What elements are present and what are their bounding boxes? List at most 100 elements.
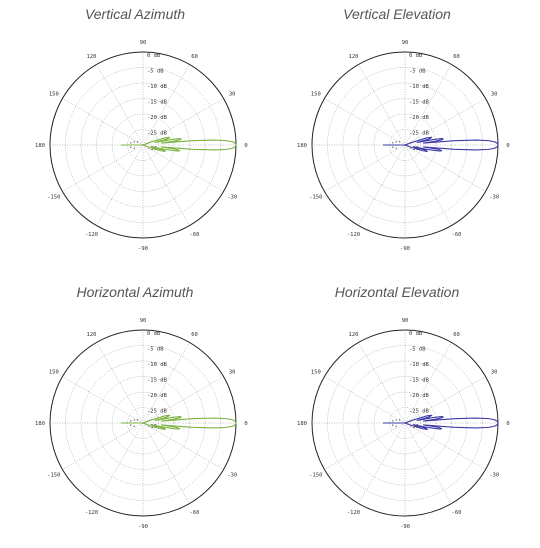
polar-chart: 0 dB -5 dB -10 dB -15 dB -20 dB -25 dB -30 90 60… — [297, 318, 510, 530]
angle-label: 120 — [87, 332, 97, 338]
grid-ring — [96, 376, 190, 470]
ring-label: 0 dB — [409, 331, 423, 337]
grid-spoke — [324, 98, 406, 146]
grid-spoke — [404, 64, 452, 146]
grid-ring — [358, 376, 452, 470]
ring-label: -25 dB — [409, 409, 430, 415]
angle-label: -90 — [400, 246, 410, 252]
grid-spoke — [324, 376, 406, 424]
ring-label: -30 — [409, 424, 419, 430]
grid-spoke — [142, 64, 190, 146]
pattern-point — [395, 425, 397, 427]
angle-label: 180 — [297, 143, 307, 149]
chart-panel-horizontal-azimuth: Horizontal Azimuth 0 dB -5 dB -10 dB -15 dB… — [0, 278, 270, 548]
angle-label: -90 — [138, 524, 148, 530]
angle-label: 30 — [491, 370, 498, 376]
angle-label: 60 — [453, 332, 460, 338]
pattern-point — [133, 147, 135, 149]
angle-label: 150 — [49, 370, 59, 376]
angle-label: 180 — [35, 143, 45, 149]
grid-spoke — [404, 144, 486, 192]
pattern-line — [404, 136, 499, 152]
ring-label: -20 dB — [147, 393, 168, 399]
grid-spoke — [358, 64, 406, 146]
grid-spoke — [142, 144, 224, 192]
angle-label: -90 — [400, 524, 410, 530]
pattern-point — [392, 420, 394, 422]
chart-title: Vertical Elevation — [343, 6, 451, 22]
pattern-point — [130, 142, 132, 144]
angle-label: -60 — [190, 232, 200, 238]
angle-label: 90 — [140, 40, 147, 46]
pattern-point — [137, 141, 139, 143]
grid-spoke — [404, 376, 486, 424]
grid-spoke — [404, 422, 486, 470]
ring-label: -20 dB — [147, 115, 168, 121]
ring-label: -5 dB — [147, 69, 164, 75]
ring-label: 0 dB — [409, 53, 423, 59]
angle-label: 90 — [402, 40, 409, 46]
grid-spoke — [96, 422, 144, 504]
ring-label: -15 dB — [409, 378, 430, 384]
ring-label: -10 dB — [147, 84, 168, 90]
ring-label: -30 — [147, 146, 157, 152]
angle-label: -120 — [347, 510, 360, 516]
angle-label: 0 — [244, 421, 247, 427]
ring-label: -10 dB — [409, 84, 430, 90]
polar-chart: 0 dB -5 dB -10 dB -15 dB -20 dB -25 dB -30 90 60… — [297, 40, 510, 252]
grid-spoke — [142, 376, 224, 424]
grid-spoke — [96, 144, 144, 226]
grid-spoke — [96, 342, 144, 424]
grid-spoke — [358, 144, 406, 226]
angle-label: 120 — [87, 54, 97, 60]
pattern-line — [142, 414, 237, 430]
grid-spoke — [142, 98, 224, 146]
pattern-point — [133, 425, 135, 427]
angle-label: -30 — [489, 473, 499, 479]
grid-spoke — [404, 144, 452, 226]
angle-label: 150 — [311, 370, 321, 376]
angle-label: -150 — [47, 473, 60, 479]
grid-spoke — [404, 422, 452, 504]
angle-label: -30 — [227, 195, 237, 201]
angle-label: -120 — [85, 510, 98, 516]
grid-spoke — [142, 144, 190, 226]
grid-spoke — [404, 98, 486, 146]
ring-label: -5 dB — [147, 347, 164, 353]
angle-label: 0 — [244, 143, 247, 149]
grid-spoke — [324, 422, 406, 470]
polar-chart: 0 dB -5 dB -10 dB -15 dB -20 dB -25 dB -30 90 60… — [35, 40, 248, 252]
ring-label: -30 — [147, 424, 157, 430]
angle-label: 120 — [349, 332, 359, 338]
pattern-point — [130, 424, 132, 426]
angle-label: -30 — [489, 195, 499, 201]
ring-label: -20 dB — [409, 393, 430, 399]
grid-spoke — [358, 342, 406, 424]
angle-label: -60 — [452, 232, 462, 238]
angle-label: -150 — [47, 195, 60, 201]
grid-spoke — [142, 422, 190, 504]
angle-label: 60 — [453, 54, 460, 60]
pattern-point — [395, 419, 397, 421]
angle-label: 60 — [191, 332, 198, 338]
grid-ring — [96, 98, 190, 192]
chart-title: Vertical Azimuth — [84, 6, 186, 22]
angle-label: 0 — [506, 421, 509, 427]
ring-label: -25 dB — [147, 409, 168, 415]
pattern-line — [404, 414, 499, 430]
angle-label: 180 — [35, 421, 45, 427]
ring-label: -25 dB — [409, 131, 430, 137]
grid-ring — [80, 82, 206, 208]
grid-ring — [342, 82, 468, 208]
pattern-point — [399, 419, 401, 421]
pattern-point — [399, 141, 401, 143]
angle-label: 90 — [140, 318, 147, 324]
grid-ring — [80, 360, 206, 486]
ring-label: -20 dB — [409, 115, 430, 121]
grid-spoke — [358, 422, 406, 504]
ring-label: -10 dB — [147, 362, 168, 368]
chart-title: Horizontal Azimuth — [76, 284, 194, 300]
angle-label: 150 — [49, 92, 59, 98]
chart-panel-vertical-elevation: Vertical Elevation 0 dB -5 dB -10 dB -15 dB… — [262, 0, 532, 270]
angle-label: 0 — [506, 143, 509, 149]
